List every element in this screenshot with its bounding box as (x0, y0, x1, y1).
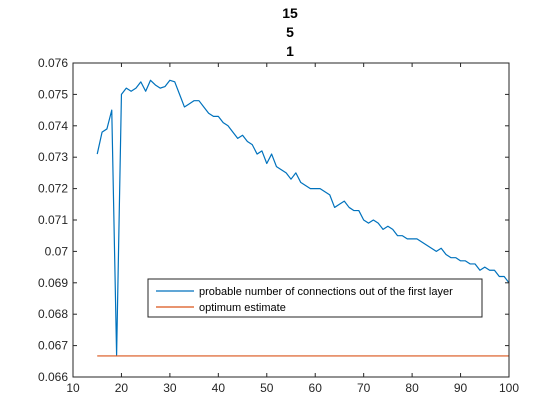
legend-label-connections: probable number of connections out of th… (199, 286, 453, 298)
y-tick-label: 0.067 (38, 339, 68, 353)
legend-box (147, 278, 483, 318)
legend: probable number of connections out of th… (147, 278, 483, 318)
series-layer (96, 79, 510, 357)
x-tick-label: 80 (405, 381, 419, 395)
y-tick-label: 0.072 (38, 182, 68, 196)
legend-label-optimum: optimum estimate (199, 302, 286, 314)
y-tick-label: 0.071 (38, 213, 68, 227)
title-line-2: 5 (286, 24, 294, 40)
title-line-1: 15 (282, 5, 298, 21)
series-line-0 (96, 79, 510, 356)
chart-title: 15 5 1 (282, 5, 298, 59)
y-tick-label: 0.07 (45, 244, 69, 258)
x-tick-label: 20 (115, 381, 129, 395)
y-tick-label: 0.073 (38, 150, 68, 164)
y-tick-label: 0.069 (38, 276, 68, 290)
x-tick-label: 30 (163, 381, 177, 395)
x-tick-label: 50 (260, 381, 274, 395)
y-tick-label: 0.075 (38, 87, 68, 101)
plot-area (73, 63, 509, 377)
x-tick-label: 40 (212, 381, 226, 395)
x-tick-label: 10 (66, 381, 80, 395)
y-tick-label: 0.074 (38, 119, 68, 133)
y-tick-label: 0.068 (38, 307, 68, 321)
x-tick-label: 90 (454, 381, 468, 395)
x-tick-label: 100 (499, 381, 519, 395)
y-tick-label: 0.076 (38, 56, 68, 70)
ticks-layer: 10 20 30 40 50 60 70 80 90 100 0.066 0.067 0.068 0.06… (38, 56, 519, 395)
y-tick-label: 0.066 (38, 370, 68, 384)
title-line-3: 1 (286, 43, 294, 59)
x-tick-label: 70 (357, 381, 371, 395)
x-tick-label: 60 (309, 381, 323, 395)
